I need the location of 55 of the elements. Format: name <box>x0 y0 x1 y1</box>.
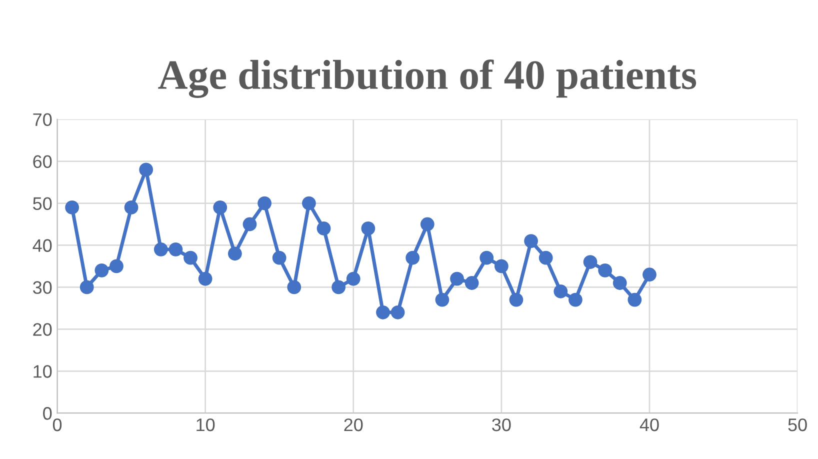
point <box>94 263 109 278</box>
point <box>346 272 360 286</box>
point <box>406 250 420 265</box>
y-tick-label: 70 <box>33 113 52 126</box>
x-tick-label: 20 <box>344 418 363 432</box>
point <box>228 246 242 261</box>
point <box>420 217 434 232</box>
point <box>450 272 464 286</box>
point <box>494 259 508 274</box>
point <box>464 276 479 290</box>
point <box>110 259 124 274</box>
point <box>213 200 228 214</box>
point <box>538 250 553 265</box>
point <box>242 217 257 232</box>
point <box>376 305 390 320</box>
point <box>184 250 198 265</box>
point <box>154 242 168 256</box>
y-tick-label: 20 <box>33 323 52 336</box>
point <box>568 292 582 307</box>
point <box>642 268 656 282</box>
x-tick-label: 50 <box>788 418 807 432</box>
point <box>583 255 598 269</box>
point <box>316 222 331 236</box>
point <box>302 196 316 210</box>
point <box>524 234 538 248</box>
point <box>80 280 94 294</box>
point <box>612 276 627 290</box>
y-tick-label: 40 <box>32 239 52 252</box>
x-tick-label: 30 <box>492 418 511 432</box>
point <box>332 280 346 294</box>
point <box>198 272 212 286</box>
chart-title: Age distribution of 40 patients <box>158 59 696 98</box>
point <box>65 200 80 214</box>
point <box>287 280 302 294</box>
point <box>480 250 494 265</box>
y-tick-label: 0 <box>43 407 52 420</box>
y-tick-label: 10 <box>34 365 52 378</box>
point <box>168 242 183 256</box>
point <box>435 292 450 307</box>
point <box>390 305 405 320</box>
point <box>628 292 642 307</box>
x-tick-label: 0 <box>52 418 62 432</box>
point <box>272 250 286 265</box>
point <box>258 196 272 210</box>
y-tick-label: 50 <box>33 197 52 210</box>
point <box>139 162 154 177</box>
point <box>598 263 612 278</box>
point <box>361 222 376 236</box>
y-tick-label: 60 <box>33 155 52 168</box>
point <box>554 284 568 298</box>
point <box>124 200 138 214</box>
y-tick-label: 30 <box>33 281 52 294</box>
point <box>509 292 524 307</box>
x-tick-label: 10 <box>196 418 215 432</box>
x-tick-label: 40 <box>640 418 659 432</box>
